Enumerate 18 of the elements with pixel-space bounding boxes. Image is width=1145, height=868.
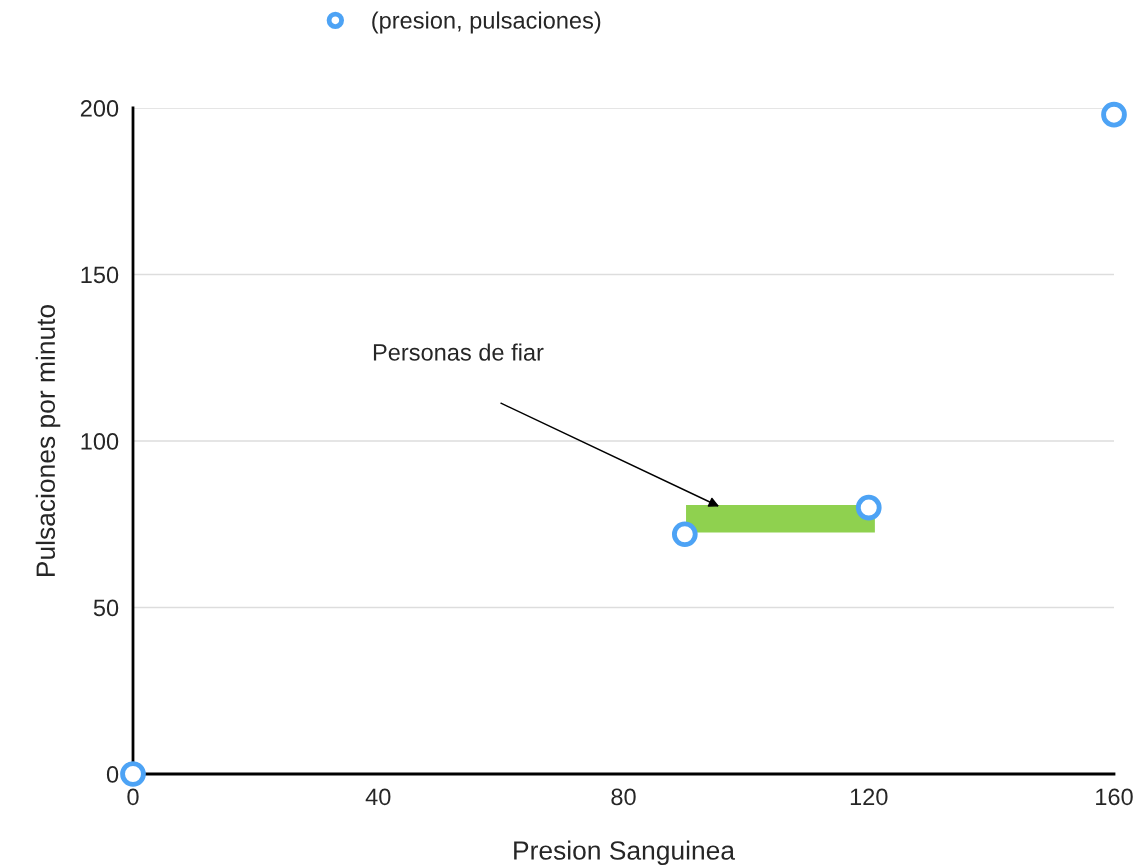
- y-tick-label: 150: [81, 266, 119, 284]
- x-tick-label: 120: [850, 788, 888, 806]
- x-tick-label: 160: [1096, 788, 1133, 806]
- x-tick-label: 80: [611, 788, 636, 806]
- y-tick-label: 0: [106, 766, 119, 783]
- point: [1101, 101, 1127, 128]
- y-tick-label: 100: [81, 433, 119, 450]
- point: [120, 761, 146, 787]
- x-tick-label: 0: [127, 788, 139, 806]
- x-tick-label: 40: [365, 788, 391, 806]
- legend-label: (presion, pulsaciones): [372, 11, 601, 34]
- y-tick-label: 200: [80, 100, 119, 117]
- point: [855, 494, 882, 521]
- y-tick-label: 50: [93, 599, 119, 617]
- y-axis-title: Pulsaciones por minuto: [35, 304, 61, 576]
- x-axis-title: Presion Sanguinea: [514, 840, 736, 866]
- point: [671, 521, 698, 548]
- annotation: Personas de fiar: [373, 343, 544, 361]
